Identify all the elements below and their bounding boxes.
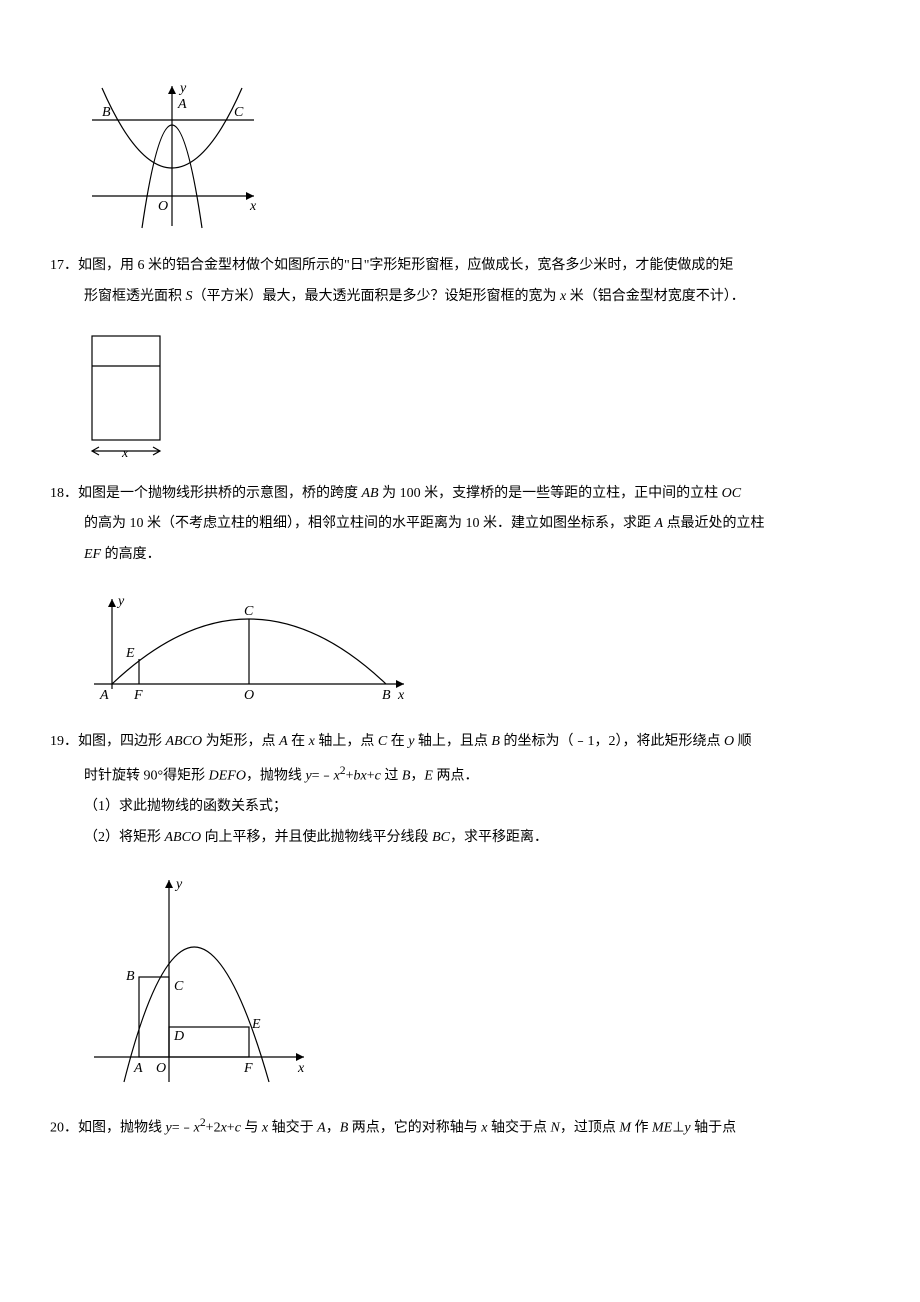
pt-b: B xyxy=(382,688,391,703)
pt19-f: F xyxy=(243,1061,253,1076)
pt19-o: O xyxy=(156,1061,166,1076)
pt19-c: C xyxy=(174,979,184,994)
axis-label-y: y xyxy=(178,81,187,96)
problem-19-sub1: （1）求此抛物线的函数关系式； xyxy=(50,792,870,823)
pt19-e: E xyxy=(251,1017,261,1032)
problem-20: 20．如图，抛物线 y=﹣x2+2x+c 与 x 轴交于 A，B 两点，它的对称… xyxy=(50,1110,870,1144)
point-a: A xyxy=(177,97,187,112)
axis-y: y xyxy=(116,594,125,609)
point-o: O xyxy=(158,199,168,214)
pt-c: C xyxy=(244,604,254,619)
pt19-b: B xyxy=(126,969,135,984)
problem-18-l3: EF 的高度． xyxy=(50,540,870,571)
pt-o: O xyxy=(244,688,254,703)
problem-17-line1: 如图，用 6 米的铝合金型材做个如图所示的"日"字形矩形窗框，应做成长，宽各多少… xyxy=(78,258,733,273)
pt19-d: D xyxy=(173,1029,184,1044)
problem-19: 19．如图，四边形 ABCO 为矩形，点 A 在 x 轴上，点 C 在 y 轴上… xyxy=(50,727,870,854)
problem-17-number: 17． xyxy=(50,258,78,273)
figure-problem16: y x A B C O xyxy=(84,78,870,233)
problem-18-l2: 的高为 10 米（不考虑立柱的粗细），相邻立柱间的水平距离为 10 米．建立如图… xyxy=(50,509,870,540)
problem-19-l1: 19．如图，四边形 ABCO 为矩形，点 A 在 x 轴上，点 C 在 y 轴上… xyxy=(50,727,870,758)
axis-label-x: x xyxy=(249,199,257,214)
graph-parabolas-bc: y x A B C O xyxy=(84,78,264,233)
problem-19-l2: 时针旋转 90°得矩形 DEFO，抛物线 y=﹣x2+bx+c 过 B，E 两点… xyxy=(50,758,870,792)
width-label-x: x xyxy=(121,446,129,461)
figure-problem19: y x A B C O D E F xyxy=(84,872,870,1092)
problem-18-l1: 18．如图是一个抛物线形拱桥的示意图，桥的跨度 AB 为 100 米，支撑桥的是… xyxy=(50,479,870,510)
axis-y19: y xyxy=(174,877,183,892)
rect-rotate-parabola: y x A B C O D E F xyxy=(84,872,314,1092)
point-c: C xyxy=(234,105,244,120)
figure-problem17: x xyxy=(84,331,870,461)
point-b: B xyxy=(102,105,111,120)
problem-17-text: 17．如图，用 6 米的铝合金型材做个如图所示的"日"字形矩形窗框，应做成长，宽… xyxy=(50,251,870,282)
window-frame-figure: x xyxy=(84,331,174,461)
problem-18: 18．如图是一个抛物线形拱桥的示意图，桥的跨度 AB 为 100 米，支撑桥的是… xyxy=(50,479,870,571)
arch-bridge-figure: y x A F E O C B xyxy=(84,589,414,709)
pt-a: A xyxy=(99,688,109,703)
problem-19-sub2: （2）将矩形 ABCO 向上平移，并且使此抛物线平分线段 BC，求平移距离． xyxy=(50,823,870,854)
pt-f: F xyxy=(133,688,143,703)
pt-e: E xyxy=(125,646,135,661)
problem-17: 17．如图，用 6 米的铝合金型材做个如图所示的"日"字形矩形窗框，应做成长，宽… xyxy=(50,251,870,313)
figure-problem18: y x A F E O C B xyxy=(84,589,870,709)
axis-x19: x xyxy=(297,1061,305,1076)
pt19-a: A xyxy=(133,1061,143,1076)
axis-x: x xyxy=(397,688,405,703)
problem-20-l1: 20．如图，抛物线 y=﹣x2+2x+c 与 x 轴交于 A，B 两点，它的对称… xyxy=(50,1110,870,1144)
problem-17-line2: 形窗框透光面积 S（平方米）最大，最大透光面积是多少？设矩形窗框的宽为 x 米（… xyxy=(50,282,870,313)
